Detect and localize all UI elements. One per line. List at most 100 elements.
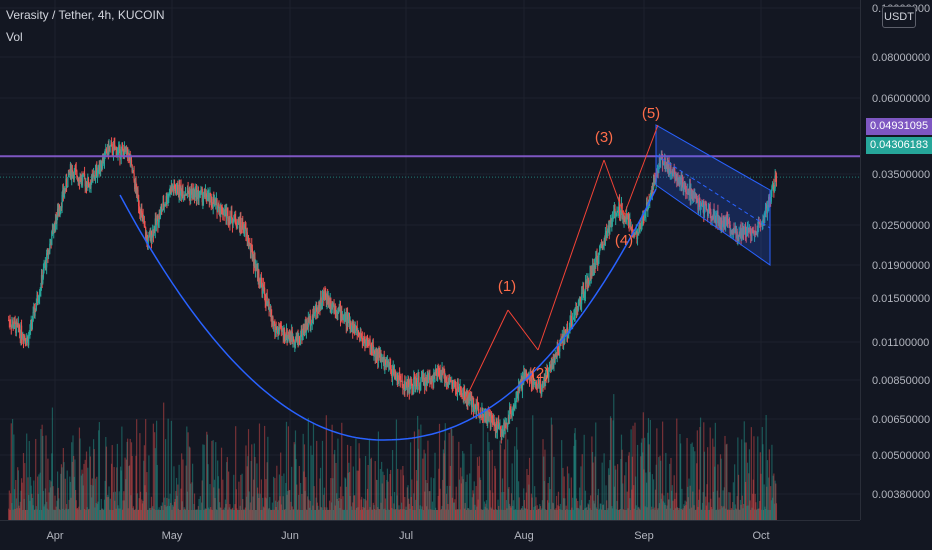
volume-bar	[649, 419, 652, 520]
volume-bar	[66, 470, 68, 520]
candle-body	[348, 316, 350, 320]
volume-bar	[75, 500, 77, 520]
candle-body	[190, 192, 192, 199]
candle-body	[588, 279, 590, 284]
candle-body	[408, 385, 410, 393]
volume-bar	[494, 465, 496, 520]
candle-body	[561, 341, 563, 343]
volume-bar	[643, 469, 645, 520]
candle-body	[107, 144, 109, 155]
candle-body	[183, 194, 185, 197]
volume-bar	[445, 509, 447, 520]
volume-bar	[134, 509, 136, 520]
candle-body	[98, 167, 100, 170]
candle-body	[528, 376, 530, 379]
volume-bar	[390, 496, 392, 520]
candle-body	[654, 178, 656, 185]
volume-bar	[336, 498, 338, 520]
volume-bar	[429, 509, 432, 520]
volume-bar	[634, 422, 636, 520]
candle-body	[721, 225, 724, 227]
volume-bar	[444, 423, 446, 520]
currency-button[interactable]: USDT	[882, 6, 916, 28]
volume-bar	[771, 444, 773, 520]
volume-bar	[458, 441, 460, 520]
volume-bar	[636, 444, 639, 520]
candle-body	[505, 422, 507, 424]
candle-body	[603, 239, 605, 246]
candle-body	[229, 216, 231, 224]
candle-body	[624, 219, 626, 221]
volume-bar	[256, 487, 259, 520]
volume-bar	[13, 489, 16, 520]
candle-body	[143, 221, 145, 223]
candle-body	[305, 320, 308, 332]
candle-body	[199, 190, 201, 196]
volume-bar	[378, 508, 380, 520]
volume-bar	[305, 509, 308, 520]
volume-bar	[721, 507, 724, 520]
volume-bar	[241, 473, 243, 520]
candle-body	[267, 301, 270, 304]
candle-body	[71, 170, 73, 177]
volume-bar	[77, 509, 79, 520]
candle-body	[324, 292, 326, 294]
volume-bar	[73, 455, 75, 520]
candle-body	[447, 380, 450, 385]
candle-body	[422, 374, 425, 379]
volume-bar	[228, 507, 230, 520]
candle-body	[487, 411, 489, 421]
price-axis[interactable]: 0.100000000.080000000.060000000.03500000…	[860, 0, 931, 520]
volume-bar	[596, 509, 598, 520]
volume-bar	[563, 476, 565, 520]
volume-bar	[509, 505, 511, 520]
volume-bar	[285, 482, 287, 520]
candle-body	[337, 308, 340, 310]
volume-bar	[602, 504, 605, 520]
volume-bar	[136, 493, 138, 520]
candle-body	[570, 315, 572, 322]
volume-bar	[739, 499, 742, 520]
candle-body	[512, 405, 515, 410]
volume-bar	[466, 474, 468, 520]
volume-bar	[767, 509, 769, 520]
candle-body	[50, 242, 52, 246]
candle-body	[75, 169, 77, 171]
volume-bar	[732, 502, 734, 520]
candle-body	[618, 199, 620, 211]
volume-bar	[141, 503, 144, 520]
volume-bar	[613, 486, 615, 520]
candlesticks	[8, 137, 778, 444]
candle-body	[166, 199, 169, 203]
candle-body	[746, 231, 748, 237]
candle-body	[573, 314, 576, 317]
volume-bar	[358, 443, 360, 520]
candle-body	[725, 218, 727, 222]
volume-bar	[245, 445, 247, 520]
volume-bar	[555, 508, 557, 520]
volume-bar	[636, 509, 638, 520]
candle-body	[121, 147, 123, 150]
volume-bar	[489, 490, 491, 520]
candle-body	[653, 175, 655, 188]
candle-body	[369, 339, 371, 353]
candle-body	[231, 211, 233, 223]
candle-body	[213, 198, 215, 204]
volume-bar	[19, 508, 21, 520]
candle-body	[219, 209, 221, 215]
candle-body	[492, 420, 494, 425]
volume-bar	[581, 454, 583, 520]
candle-body	[350, 329, 353, 332]
time-tick-label: Jul	[399, 530, 413, 542]
candle-body	[670, 167, 672, 174]
channel-midline	[655, 154, 771, 229]
volume-bar	[113, 467, 115, 520]
candle-body	[360, 333, 362, 337]
candle-body	[414, 378, 416, 389]
candle-body	[292, 338, 294, 340]
volume-bar	[50, 481, 52, 520]
time-axis[interactable]: Apr May Jun Jul Aug Sep Oct	[0, 520, 860, 543]
candle-body	[155, 219, 158, 224]
volume-bar	[514, 446, 516, 520]
